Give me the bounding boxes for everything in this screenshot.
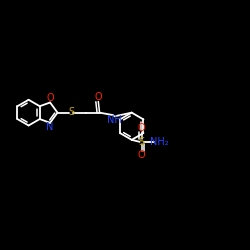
Text: N: N bbox=[46, 122, 54, 132]
Text: S: S bbox=[68, 107, 74, 117]
Text: NH: NH bbox=[106, 115, 121, 125]
Text: O: O bbox=[47, 93, 54, 103]
Text: NH₂: NH₂ bbox=[150, 137, 169, 147]
Text: S: S bbox=[138, 137, 145, 147]
Text: O: O bbox=[138, 150, 145, 160]
Text: O: O bbox=[138, 123, 145, 133]
Text: O: O bbox=[94, 92, 102, 102]
